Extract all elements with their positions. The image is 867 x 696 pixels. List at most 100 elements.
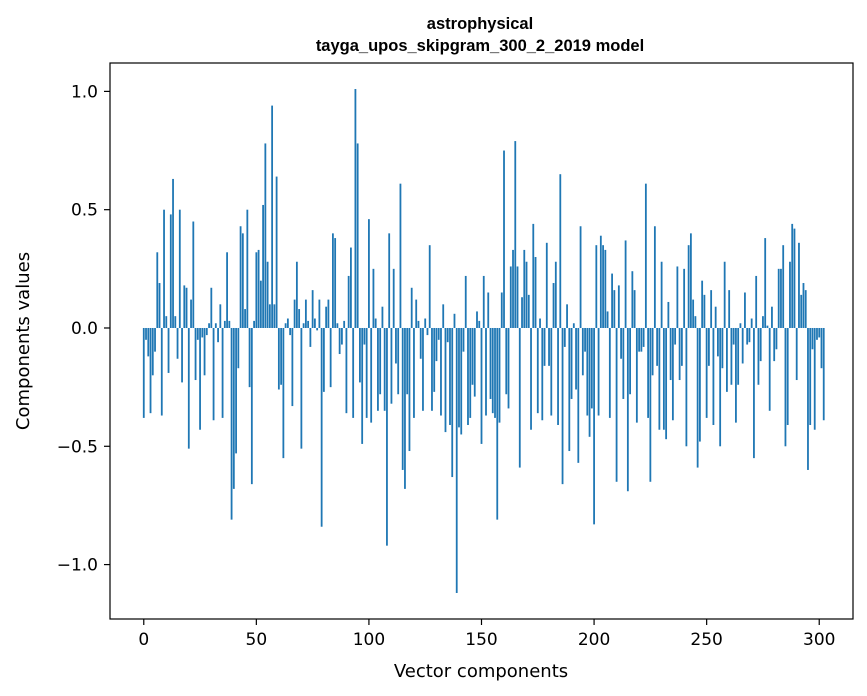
bar [638,327,641,352]
bar [167,327,170,373]
bar [482,275,485,328]
bar [570,327,573,399]
bar [795,327,798,381]
bar [368,219,370,328]
bar [381,306,384,328]
bar [798,242,800,328]
bar [708,327,710,366]
bar [687,245,690,328]
bar [458,327,460,428]
bar [500,292,503,328]
bar [417,320,420,328]
bar [818,327,821,338]
bar [550,327,553,416]
bar [313,318,316,328]
x-tick-label: 300 [803,630,835,650]
bar [399,183,402,328]
bar [505,327,508,395]
y-tick-label: 0.0 [71,319,98,339]
bar [671,327,674,421]
bar [694,316,697,328]
bar [512,249,514,328]
bar [212,327,215,421]
bar [782,245,785,328]
bar [665,327,668,440]
bar [530,327,532,430]
bar [667,301,670,328]
bar [151,327,154,376]
bar [415,299,418,328]
bar [651,327,654,376]
bar [190,299,192,328]
bar [710,290,713,328]
y-tick-label: −1.0 [57,556,98,576]
bar [773,327,776,362]
bar [523,249,526,328]
bar [361,327,364,444]
bar [640,327,643,352]
bar [577,327,580,463]
bar [219,304,222,328]
bar [762,316,764,328]
bar [557,327,559,425]
bar [280,327,283,385]
bar [370,327,373,423]
bar [165,316,168,328]
bar [521,297,523,328]
bar [494,327,496,418]
bar [192,221,195,328]
x-axis: 0 50 100 150 200 250 300 [138,619,835,650]
bar [345,327,348,414]
bar [332,233,334,328]
bar [221,327,224,418]
bar [329,327,332,388]
bar [178,209,181,328]
bar [199,327,201,430]
bar [723,261,726,328]
bar-series [142,89,825,593]
bar [262,204,264,328]
bar [525,261,528,328]
bar [250,327,253,485]
bar [584,327,586,352]
bar [284,323,287,328]
bar [771,306,773,328]
bar [813,327,816,430]
bar [676,266,679,328]
bar [496,327,499,520]
bar [388,233,391,328]
bar [809,327,812,425]
bar [712,327,715,425]
bar [426,327,429,336]
bar [604,249,607,328]
bar [273,304,276,328]
bar [647,327,650,418]
bar [309,327,312,347]
bar [802,283,805,328]
bar [669,327,672,381]
bar [226,252,228,328]
bar [325,306,328,328]
bar [611,273,613,328]
bar [214,323,217,328]
bar [230,327,233,520]
bar [775,327,778,350]
bar [433,327,436,392]
bar [471,327,474,385]
bar [532,223,535,328]
bar [701,280,704,328]
bar [536,327,539,414]
bar [365,327,368,418]
bar [208,323,210,328]
bar [480,327,483,444]
bar [356,143,359,328]
bar [410,287,413,328]
bar [737,327,740,385]
bar [631,271,634,328]
bar [239,226,242,328]
bar [696,327,699,468]
bar [257,249,260,328]
bar [800,294,803,328]
bar [176,327,179,359]
bar [739,323,742,328]
